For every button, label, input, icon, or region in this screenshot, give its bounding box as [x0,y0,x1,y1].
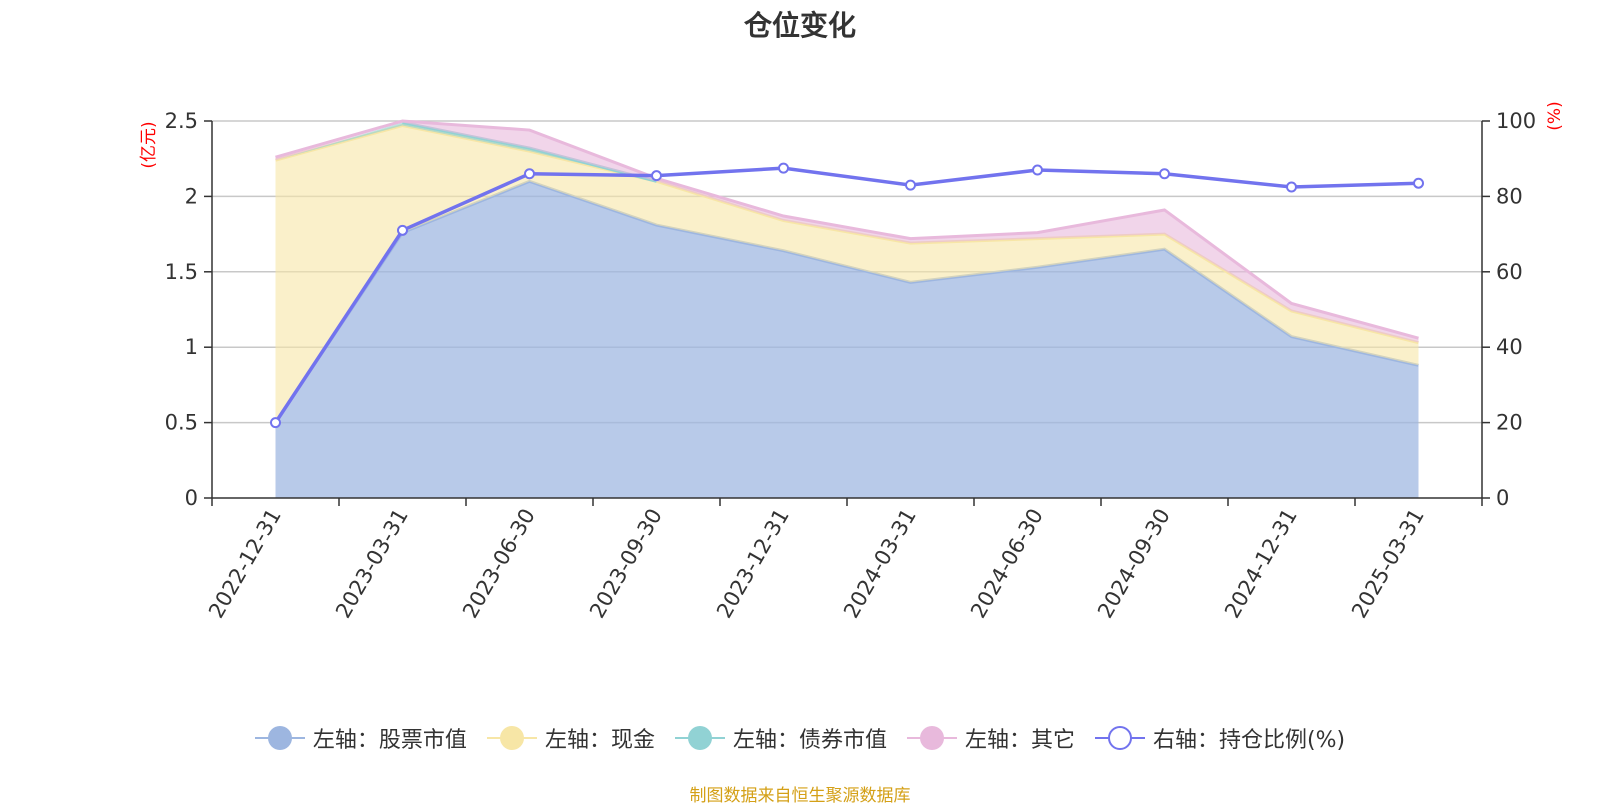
legend-ratio-marker [1094,723,1145,753]
x-tick-label: 2024-09-30 [1093,505,1175,623]
right-tick-label: 0 [1496,486,1509,510]
ratio-point [651,170,662,182]
legend-item-other[interactable]: 左轴：其它 [906,722,1075,754]
left-tick-label: 0.5 [165,411,198,435]
ratio-point [524,168,535,180]
stock-area [275,181,1419,498]
left-tick-label: 1 [185,335,198,359]
x-tick-label: 2023-12-31 [712,505,794,623]
left-tick-label: 2 [185,184,198,208]
x-tick-label: 2025-03-31 [1347,505,1429,623]
stacked-areas [274,119,1419,498]
x-tick-label: 2024-06-30 [966,505,1048,623]
legend-item-label: 右轴：持仓比例(%) [1152,728,1346,753]
right-tick-label: 40 [1496,335,1523,359]
ratio-line-layer [270,162,1424,429]
ratio-point [778,162,789,174]
x-tick-label: 2023-06-30 [458,505,540,623]
x-tick-label: 2024-03-31 [839,505,921,623]
right-axis-unit: (%) [1545,101,1565,130]
x-tick-label: 2023-03-31 [331,505,413,623]
other-line [275,119,1419,340]
legend[interactable]: 左轴：股票市值 左轴：现金 左轴：债券市值 左轴：其它 右轴：持仓比例(%) [0,722,1600,754]
ratio-point [270,417,281,429]
x-tick-label: 2023-09-30 [585,505,667,623]
right-tick-label: 60 [1496,260,1523,284]
legend-other-marker [906,723,957,753]
legend-item-label: 左轴：股票市值 [312,728,467,753]
ratio-point [1159,168,1170,180]
ratio-point [905,179,916,191]
right-tick-label: 20 [1496,411,1523,435]
cash-area [275,125,1419,423]
ratio-point [1286,181,1297,193]
legend-item-bond[interactable]: 左轴：债券市值 [674,722,887,754]
legend-item-ratio[interactable]: 右轴：持仓比例(%) [1094,722,1346,754]
ratio-line [274,166,1419,424]
ratio-point [397,224,408,236]
x-tick-label: 2022-12-31 [204,505,286,623]
legend-item-label: 左轴：其它 [964,728,1075,753]
chart-title: 仓位变化 [743,9,856,42]
legend-item-label: 左轴：现金 [544,728,655,753]
left-tick-label: 1.5 [165,260,198,284]
legend-item-cash[interactable]: 左轴：现金 [486,722,655,754]
right-tick-label: 80 [1496,184,1523,208]
left-axis-unit: (亿元) [139,121,159,168]
ratio-point [1032,164,1043,176]
legend-item-stock[interactable]: 左轴：股票市值 [254,722,467,754]
legend-stock-marker [254,723,305,753]
legend-cash-marker [486,723,537,753]
right-tick-label: 100 [1496,109,1536,133]
x-tick-label: 2024-12-31 [1220,505,1302,623]
source-note: 制图数据来自恒生聚源数据库 [689,786,911,806]
ratio-point [1413,177,1424,189]
left-tick-label: 0 [185,486,198,510]
legend-item-label: 左轴：债券市值 [732,728,887,753]
other-area [275,121,1419,343]
left-tick-label: 2.5 [165,109,198,133]
legend-bond-marker [674,723,725,753]
